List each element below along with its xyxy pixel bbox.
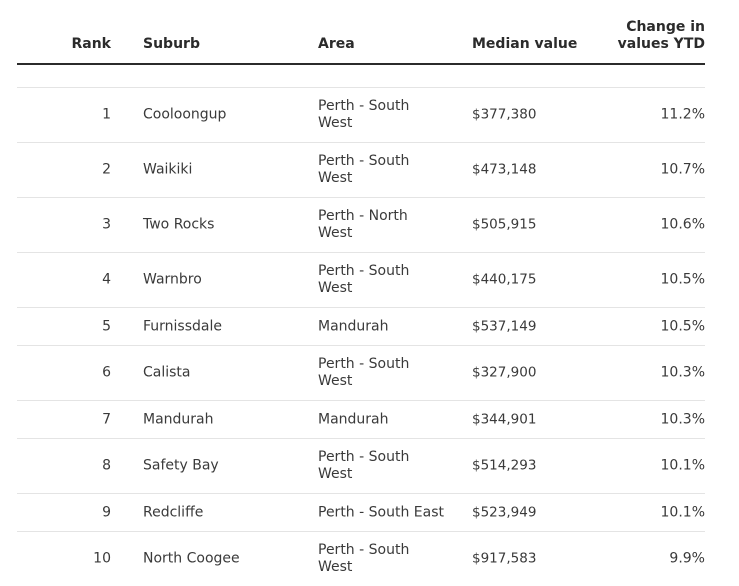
table-row: 4 Warnbro Perth - South West $440,175 10.5%	[17, 252, 705, 307]
cell-area-line1: Perth - South	[318, 153, 410, 169]
cell-area: Perth - South West	[318, 449, 458, 483]
cell-area-line2: West	[318, 466, 353, 482]
cell-median-value: $917,583	[472, 550, 537, 567]
cell-rank: 6	[102, 364, 111, 381]
cell-rank: 9	[102, 504, 111, 520]
cell-median-value: $440,175	[472, 271, 537, 288]
cell-suburb: Redcliffe	[143, 504, 204, 520]
cell-area-line2: West	[318, 559, 353, 575]
header-suburb: Suburb	[143, 36, 200, 52]
header-change-ytd: Change in values YTD	[585, 19, 705, 53]
table-body: 1 Cooloongup Perth - South West $377,380 11.2…	[17, 87, 705, 586]
cell-rank: 10	[93, 550, 111, 567]
cell-rank: 8	[102, 457, 111, 474]
cell-suburb: Cooloongup	[143, 106, 227, 123]
cell-change-ytd: 10.5%	[660, 271, 705, 288]
cell-area: Perth - South West	[318, 98, 458, 132]
cell-area-line1: Perth - South East	[318, 504, 444, 520]
table-header: Rank Suburb Area Median value Change in …	[17, 0, 705, 65]
cell-rank: 7	[102, 411, 111, 427]
cell-rank: 2	[102, 161, 111, 178]
cell-median-value: $523,949	[472, 504, 537, 520]
header-rank: Rank	[71, 36, 111, 52]
cell-rank: 5	[102, 318, 111, 334]
cell-area: Perth - North West	[318, 208, 458, 242]
cell-change-ytd: 10.3%	[660, 411, 705, 427]
cell-rank: 3	[102, 216, 111, 233]
table-row: 2 Waikiki Perth - South West $473,148 10.7%	[17, 142, 705, 197]
cell-change-ytd: 10.1%	[660, 504, 705, 520]
cell-median-value: $473,148	[472, 161, 537, 178]
cell-area: Mandurah	[318, 318, 458, 335]
header-median-value: Median value	[472, 36, 578, 52]
cell-change-ytd: 10.6%	[660, 216, 705, 233]
cell-median-value: $537,149	[472, 318, 537, 334]
cell-suburb: Calista	[143, 364, 191, 381]
header-spacer	[17, 65, 705, 87]
cell-change-ytd: 10.3%	[660, 364, 705, 381]
cell-area-line2: West	[318, 115, 353, 131]
cell-area: Perth - South West	[318, 542, 458, 576]
header-change-line2: values YTD	[617, 36, 705, 52]
cell-change-ytd: 11.2%	[660, 106, 705, 123]
cell-area-line2: West	[318, 373, 353, 389]
cell-area-line1: Mandurah	[318, 411, 389, 427]
cell-area-line2: West	[318, 170, 353, 186]
cell-area: Mandurah	[318, 411, 458, 428]
cell-area: Perth - South West	[318, 356, 458, 390]
cell-median-value: $327,900	[472, 364, 537, 381]
cell-area: Perth - South East	[318, 504, 458, 521]
cell-suburb: Waikiki	[143, 161, 193, 178]
cell-change-ytd: 9.9%	[669, 550, 705, 567]
cell-rank: 4	[102, 271, 111, 288]
suburb-table: Rank Suburb Area Median value Change in …	[17, 0, 705, 586]
cell-suburb: North Coogee	[143, 550, 240, 567]
table-row: 6 Calista Perth - South West $327,900 10.3%	[17, 345, 705, 400]
table-row: 10 North Coogee Perth - South West $917,583 9…	[17, 531, 705, 586]
table-row: 1 Cooloongup Perth - South West $377,380 11.2…	[17, 87, 705, 142]
cell-area-line1: Perth - South	[318, 449, 410, 465]
cell-area-line2: West	[318, 225, 353, 241]
table-row: 5 Furnissdale Mandurah $537,149 10.5%	[17, 307, 705, 345]
cell-area-line1: Perth - South	[318, 263, 410, 279]
cell-suburb: Warnbro	[143, 271, 202, 288]
table-row: 3 Two Rocks Perth - North West $505,915 10.6%	[17, 197, 705, 252]
table-row: 8 Safety Bay Perth - South West $514,293 10.1…	[17, 438, 705, 493]
cell-suburb: Safety Bay	[143, 457, 219, 474]
table-row: 7 Mandurah Mandurah $344,901 10.3%	[17, 400, 705, 438]
cell-median-value: $344,901	[472, 411, 537, 427]
cell-area-line1: Perth - North	[318, 208, 408, 224]
cell-area-line1: Perth - South	[318, 98, 410, 114]
cell-area-line1: Perth - South	[318, 542, 410, 558]
cell-median-value: $505,915	[472, 216, 537, 233]
header-area: Area	[318, 36, 355, 52]
cell-suburb: Mandurah	[143, 411, 214, 427]
cell-suburb: Two Rocks	[143, 216, 215, 233]
cell-median-value: $514,293	[472, 457, 537, 474]
cell-area-line1: Perth - South	[318, 356, 410, 372]
cell-change-ytd: 10.1%	[660, 457, 705, 474]
cell-area-line2: West	[318, 280, 353, 296]
cell-area: Perth - South West	[318, 153, 458, 187]
cell-change-ytd: 10.7%	[660, 161, 705, 178]
cell-change-ytd: 10.5%	[660, 318, 705, 334]
table-row: 9 Redcliffe Perth - South East $523,949 10.1…	[17, 493, 705, 531]
cell-area-line1: Mandurah	[318, 318, 389, 334]
cell-rank: 1	[102, 106, 111, 123]
cell-median-value: $377,380	[472, 106, 537, 123]
header-change-line1: Change in	[626, 19, 705, 35]
cell-area: Perth - South West	[318, 263, 458, 297]
cell-suburb: Furnissdale	[143, 318, 222, 334]
